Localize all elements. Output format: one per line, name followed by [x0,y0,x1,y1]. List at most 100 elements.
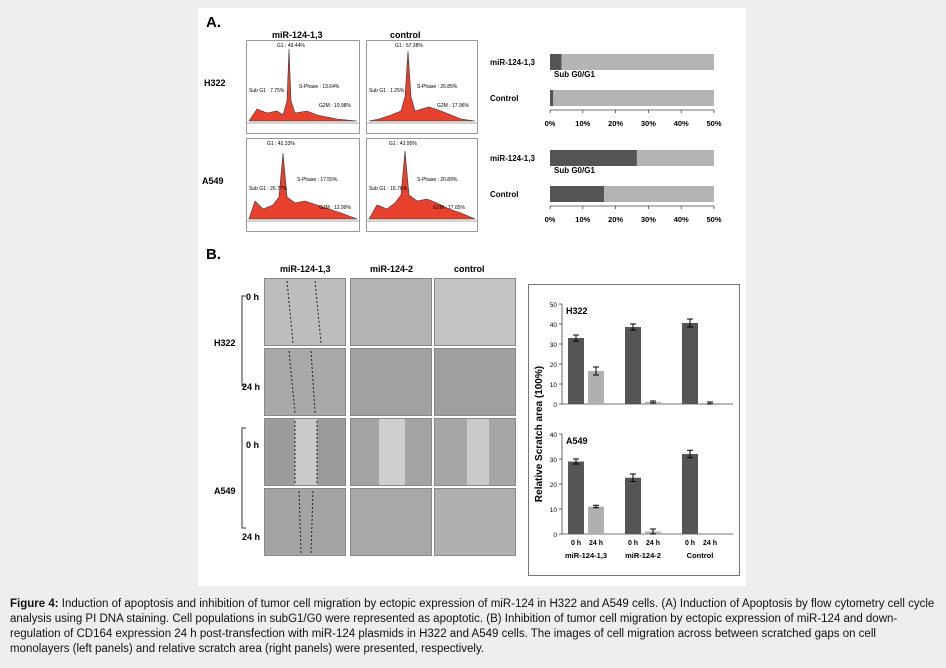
stacked-bar-chart-a549: miR-124-1,3 Control Sub G0/G1 0% 10% 20% 30% 40… [490,150,722,224]
hist-label-subg1: Sub G1 : 1.25% [369,88,405,94]
histogram-a549-mir: G1 : 42.33% Sub G1 : 26.77% S-Phase : 17… [246,138,360,232]
x-tick-label: 20% [608,215,623,224]
hist-label-subg1: Sub G1 : 16.76% [369,186,408,192]
y-axis-label: Relative Scratch area (100%) [534,366,545,502]
time-label-h322-24h: 24 h [242,382,261,392]
panel-b-row-a549: A549 [214,486,236,496]
scratch-image-a549-mir1-24h [264,488,346,556]
category-label: miR-124-1,3 [490,154,535,163]
bar-segment-rest [604,186,714,202]
hist-label-s: S-Phase : 20.89% [417,177,458,183]
bar-0h [568,461,584,534]
stacked-bar-chart-h322: miR-124-1,3 Control Sub G0/G1 0% 10% 20% 30% 40… [490,54,722,128]
caption-label: Figure 4: [10,598,59,610]
x-tick-label: 0 h [685,540,695,547]
hist-label-g1: G1 : 57.38% [395,43,423,49]
hist-label-g2m: G2M : 17.96% [437,103,469,109]
x-tick-label: 24 h [646,540,660,547]
bar-24h [588,506,604,534]
caption-text: Induction of apoptosis and inhibition of… [10,598,935,655]
scratch-image-a549-mir2-0h [350,418,432,486]
panel-a-label: A. [206,14,221,31]
figure-panel: A. miR-124-1,3 control H322 A549 G1 : 49… [198,8,746,586]
x-tick-label: 24 h [589,540,603,547]
category-label: miR-124-2 [625,551,661,560]
y-tick-label: 30 [550,457,558,464]
scratch-image-a549-control-0h [434,418,516,486]
panel-b-header-mir1: miR-124-1,3 [280,264,331,274]
bar-0h [625,477,641,534]
hist-label-s: S-Phase : 26.85% [417,84,458,90]
panel-b-label: B. [206,246,221,263]
x-tick-label: 0% [545,119,556,128]
bar-24h [588,371,604,404]
x-tick-label: 10% [575,119,590,128]
x-tick-label: 50% [706,119,721,128]
hist-label-s: S-Phase : 17.55% [297,177,338,183]
category-label: Control [490,190,518,199]
time-label-a549-0h: 0 h [246,440,260,450]
bar-segment-subg0g1 [550,186,605,202]
panel-a-header-control: control [390,30,421,40]
scratch-area-bar-chart: Relative Scratch area (100%) H322 0 10 20 30 4… [534,302,733,560]
panel-b-header-control: control [454,264,485,274]
scratch-image-h322-mir1-0h [264,278,346,346]
y-tick-label: 50 [550,302,558,309]
x-tick-label: 40% [674,119,689,128]
scratch-image-h322-mir2-0h [350,278,432,346]
y-tick-label: 10 [550,507,558,514]
category-label: Control [687,551,714,560]
hist-label-g1: G1 : 42.33% [267,141,295,147]
histogram-h322-control: G1 : 57.38% Sub G1 : 1.25% S-Phase : 26.… [366,40,478,134]
category-label: miR-124-1,3 [565,551,607,560]
bar-segment-rest [561,54,714,70]
y-tick-label: 40 [550,322,558,329]
hist-label-g2m: G2M : 10.98% [319,103,351,109]
hist-label-g2m: G2M : 17.65% [433,205,465,211]
y-tick-label: 0 [553,402,557,409]
time-label-a549-24h: 24 h [242,532,261,542]
category-label: miR-124-1,3 [490,58,535,67]
chart-title: H322 [566,306,588,316]
scratch-image-a549-mir2-24h [350,488,432,556]
scratch-image-a549-control-24h [434,488,516,556]
annotation-label: Sub G0/G1 [554,166,595,175]
bar-segment-subg0g1 [550,54,562,70]
panel-a-header-mir: miR-124-1,3 [272,30,323,40]
x-tick-label: 20% [608,119,623,128]
hist-label-subg1: Sub G1 : 7.75% [249,88,285,94]
x-tick-label: 10% [575,215,590,224]
hist-label-s: S-Phase : 13.64% [299,84,340,90]
bar-0h [625,327,641,404]
x-tick-label: 24 h [703,540,717,547]
bar-segment-rest [636,150,714,166]
panel-b-row-h322: H322 [214,338,236,348]
histogram-h322-mir: G1 : 49.44% Sub G1 : 7.75% S-Phase : 13.… [246,40,360,134]
bar-segment-subg0g1 [550,150,637,166]
x-tick-label: 40% [674,215,689,224]
histogram-plot [247,152,359,222]
scratch-image-h322-mir1-24h [264,348,346,416]
y-tick-label: 10 [550,382,558,389]
panel-a-row-h322: H322 [204,78,226,88]
x-tick-label: 30% [641,215,656,224]
histogram-plot [367,50,477,124]
x-tick-label: 0 h [628,540,638,547]
scratch-image-h322-control-0h [434,278,516,346]
scratch-image-h322-control-24h [434,348,516,416]
bar-0h [568,338,584,404]
time-label-h322-0h: 0 h [246,292,260,302]
hist-label-subg1: Sub G1 : 26.77% [249,186,288,192]
histogram-plot [247,48,359,124]
y-tick-label: 20 [550,482,558,489]
x-tick-label: 0% [545,215,556,224]
figure-caption: Figure 4: Induction of apoptosis and inh… [10,597,936,657]
hist-label-g1: G1 : 49.44% [277,43,305,49]
y-tick-label: 40 [550,432,558,439]
hist-label-g2m: G2M : 12.99% [319,205,351,211]
histogram-plot [367,150,477,222]
y-tick-label: 20 [550,362,558,369]
x-tick-label: 50% [706,215,721,224]
bar-0h [682,323,698,404]
y-tick-label: 30 [550,342,558,349]
